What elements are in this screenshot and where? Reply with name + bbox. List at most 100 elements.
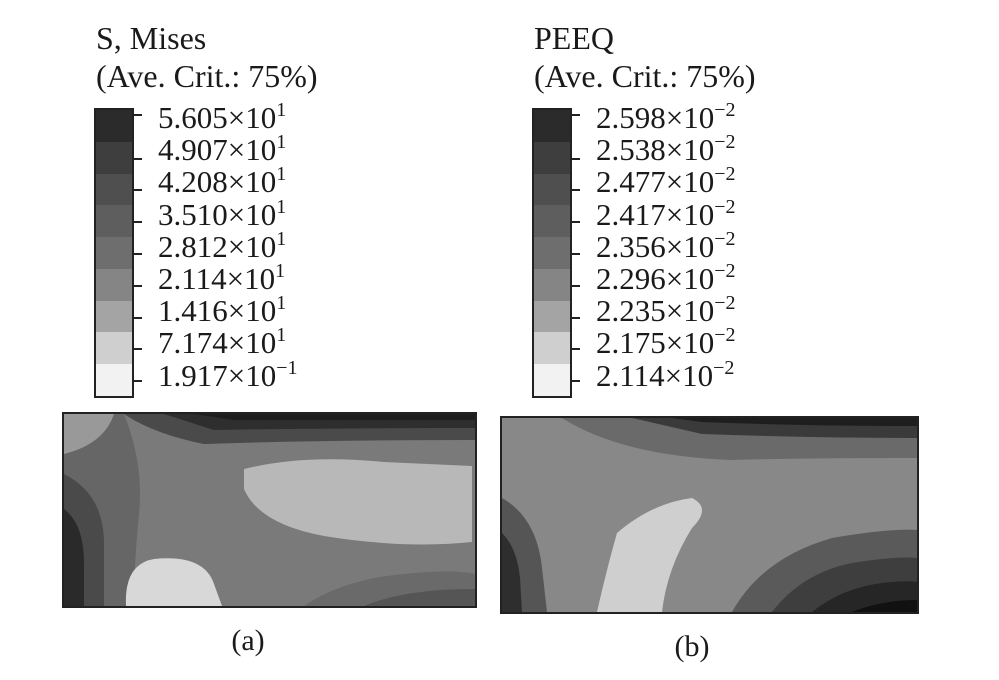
times-sign: × <box>665 100 684 135</box>
legend-value-exponent: −2 <box>714 195 736 218</box>
legend-value-label: 1.416×101 <box>158 293 286 329</box>
legend-value-exponent: −2 <box>714 131 736 154</box>
legend-value-exponent: −2 <box>713 356 735 379</box>
legend-value-base: 10 <box>245 357 277 393</box>
legend-tick <box>132 157 142 160</box>
legend-value-base: 10 <box>245 228 277 264</box>
legend-value-label: 5.605×101 <box>158 99 287 135</box>
times-sign: × <box>665 228 684 264</box>
legend-tick <box>132 380 142 383</box>
legend-value-base: 10 <box>244 261 276 296</box>
legend-tick <box>570 380 580 383</box>
legend-tick <box>570 316 580 319</box>
legend-value-mantissa: 1.917 <box>158 357 228 393</box>
legend-tick <box>132 284 142 287</box>
legend-value-base: 10 <box>245 293 277 329</box>
figure-a-legend-colorbar <box>94 108 134 398</box>
times-sign: × <box>227 228 246 264</box>
legend-swatch <box>534 173 570 206</box>
legend-tick <box>570 114 580 116</box>
legend-value-base: 10 <box>683 325 715 361</box>
figure-b-caption: (b) <box>674 630 710 663</box>
legend-value-label: 2.356×10−2 <box>596 227 736 264</box>
legend-value-mantissa: 2.356 <box>596 228 666 264</box>
legend-value-base: 10 <box>245 132 277 168</box>
legend-value-exponent: 1 <box>276 163 287 186</box>
legend-swatch <box>96 173 132 206</box>
legend-value-exponent: 1 <box>276 131 287 154</box>
legend-value-mantissa: 2.417 <box>596 196 666 232</box>
legend-value-exponent: 1 <box>276 99 287 121</box>
legend-swatch <box>96 110 132 142</box>
times-sign: × <box>227 164 246 200</box>
legend-value-base: 10 <box>683 228 715 264</box>
figure-a-subtitle: (Ave. Crit.: 75%) <box>96 58 318 94</box>
figure-b-legend-colorbar <box>532 108 572 398</box>
times-sign: × <box>665 164 684 200</box>
legend-tick <box>570 221 580 224</box>
legend-value-base: 10 <box>683 261 715 296</box>
legend-value-label: 2.598×10−2 <box>596 99 736 135</box>
figure-a: S, Mises (Ave. Crit.: 75%) 5.605×101 4.90… <box>0 0 477 680</box>
times-sign: × <box>665 261 684 296</box>
times-sign: × <box>665 325 684 361</box>
legend-value-exponent: −2 <box>714 260 736 282</box>
times-sign: × <box>664 357 683 393</box>
legend-tick <box>570 189 580 192</box>
legend-value-mantissa: 2.175 <box>596 325 666 361</box>
legend-swatch <box>96 332 132 365</box>
legend-tick <box>132 114 142 116</box>
legend-value-mantissa: 7.174 <box>158 325 228 361</box>
legend-value-base: 10 <box>683 196 715 232</box>
legend-tick <box>570 253 580 255</box>
legend-value-base: 10 <box>683 293 715 329</box>
figure-a-contour-svg <box>64 414 475 606</box>
figure-b-peeq-contour-plot <box>500 416 919 614</box>
legend-value-label: 2.296×10−2 <box>596 260 736 296</box>
legend-tick <box>132 189 142 192</box>
legend-swatch <box>96 268 132 301</box>
times-sign: × <box>227 293 246 329</box>
legend-swatch <box>96 141 132 174</box>
legend-swatch <box>534 332 570 365</box>
figure-b-title: PEEQ <box>534 20 614 56</box>
legend-tick <box>132 316 142 319</box>
legend-value-exponent: −2 <box>714 99 736 121</box>
legend-value-label: 2.175×10−2 <box>596 325 736 361</box>
legend-value-exponent: 1 <box>276 195 287 218</box>
times-sign: × <box>665 293 684 329</box>
legend-swatch <box>96 300 132 333</box>
legend-value-base: 10 <box>683 100 715 135</box>
legend-value-mantissa: 3.510 <box>158 196 228 232</box>
legend-value-label: 2.235×10−2 <box>596 292 736 329</box>
figure-b: PEEQ (Ave. Crit.: 75%) 2.598×10−2 2.538×1… <box>450 0 919 680</box>
legend-value-label: 2.114×10−2 <box>596 356 735 393</box>
legend-swatch <box>534 364 570 396</box>
legend-tick <box>570 284 580 287</box>
legend-value-label: 4.907×101 <box>158 131 287 168</box>
legend-value-mantissa: 2.477 <box>596 164 666 200</box>
legend-swatch <box>96 205 132 238</box>
figure-a-title: S, Mises <box>96 20 207 56</box>
legend-value-mantissa: 2.538 <box>596 132 666 168</box>
legend-value-mantissa: 2.114 <box>596 357 665 393</box>
legend-value-mantissa: 4.208 <box>158 164 228 200</box>
legend-tick <box>132 348 142 351</box>
figure-b-subtitle: (Ave. Crit.: 75%) <box>534 58 756 94</box>
legend-value-exponent: 1 <box>276 324 287 347</box>
legend-value-mantissa: 5.605 <box>158 100 228 135</box>
legend-swatch <box>96 237 132 269</box>
legend-value-base: 10 <box>683 164 715 200</box>
legend-value-exponent: −2 <box>714 227 736 250</box>
legend-value-base: 10 <box>245 100 277 135</box>
legend-value-mantissa: 2.235 <box>596 293 666 329</box>
legend-value-label: 2.417×10−2 <box>596 195 736 232</box>
legend-value-mantissa: 1.416 <box>158 293 228 329</box>
legend-value-exponent: −2 <box>714 292 736 315</box>
legend-swatch <box>534 300 570 333</box>
figure-b-contour-svg <box>502 418 917 612</box>
legend-tick <box>570 157 580 160</box>
legend-value-label: 2.812×101 <box>158 228 286 264</box>
legend-tick <box>132 253 142 255</box>
legend-value-base: 10 <box>245 164 277 200</box>
